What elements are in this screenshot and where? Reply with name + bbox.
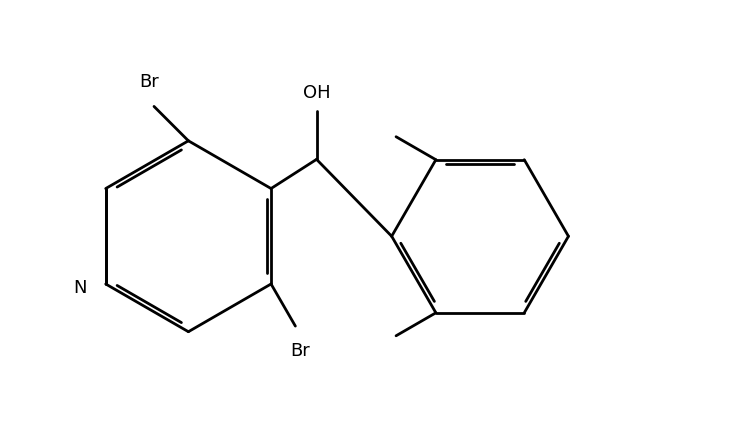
Text: Br: Br [290,342,310,360]
Text: OH: OH [303,84,331,102]
Text: N: N [73,279,86,297]
Text: Br: Br [140,73,159,91]
